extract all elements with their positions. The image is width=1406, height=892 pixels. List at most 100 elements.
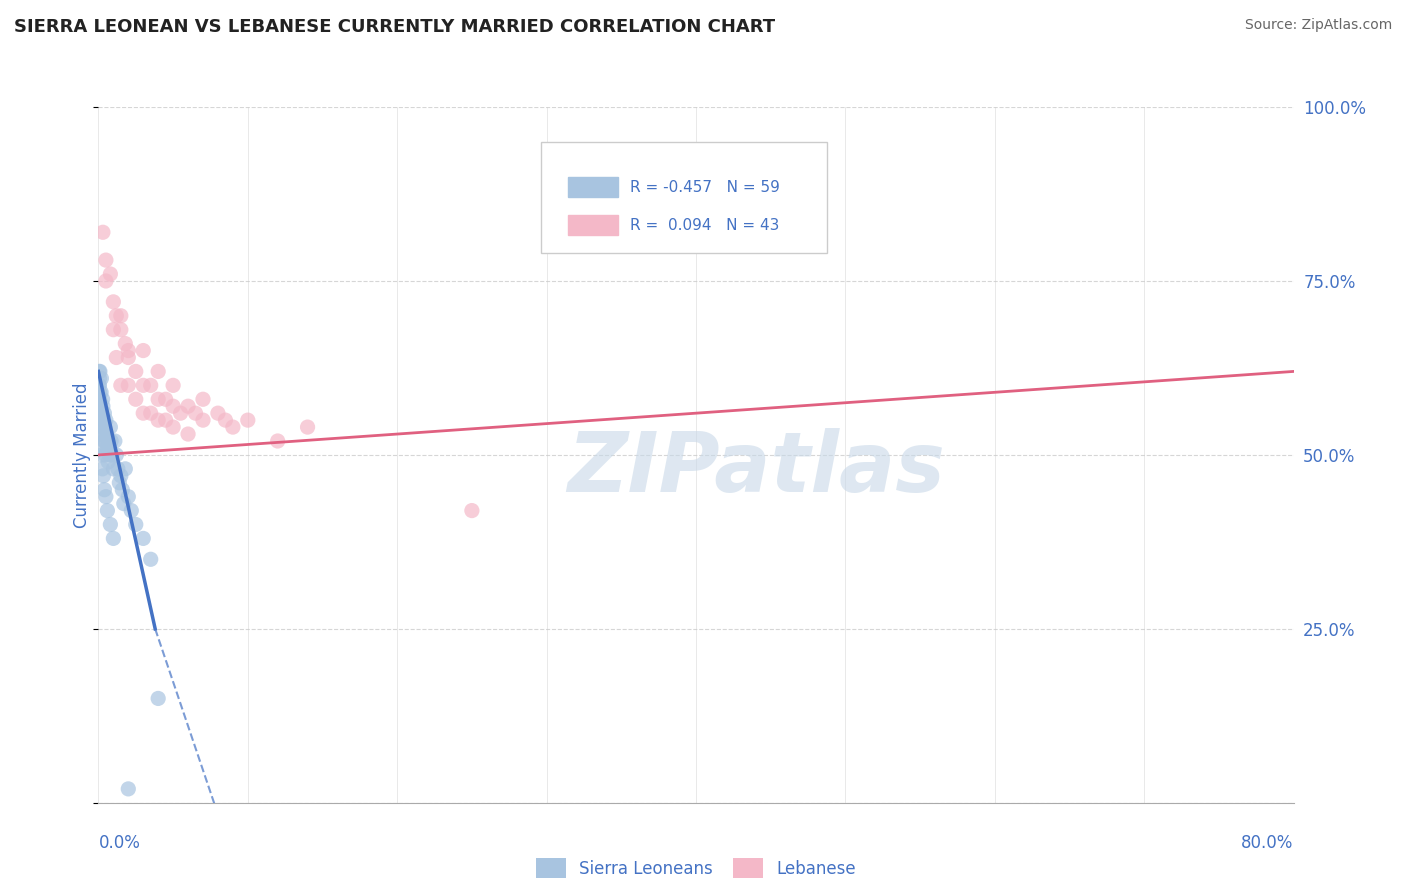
Point: [90, 448, 112, 462]
Point: [112, 497, 135, 511]
Point: [104, 434, 127, 448]
Point: [169, 406, 191, 420]
Point: [97, 455, 120, 469]
FancyBboxPatch shape: [540, 142, 827, 253]
Point: [214, 413, 236, 427]
Point: [91, 225, 114, 239]
Point: [103, 294, 125, 309]
Point: [148, 691, 170, 706]
Point: [93, 427, 115, 442]
Point: [90, 441, 112, 455]
Point: [139, 406, 162, 420]
Point: [132, 532, 155, 546]
Text: R =  0.094   N = 43: R = 0.094 N = 43: [630, 218, 779, 233]
Point: [105, 309, 128, 323]
Point: [117, 351, 139, 365]
Point: [184, 406, 207, 420]
Point: [117, 781, 139, 796]
FancyBboxPatch shape: [568, 177, 617, 197]
Text: 80.0%: 80.0%: [1241, 834, 1294, 852]
Point: [125, 392, 148, 407]
Point: [148, 413, 170, 427]
Point: [91, 420, 114, 434]
Point: [177, 399, 200, 413]
Point: [91, 392, 114, 407]
Point: [103, 462, 125, 476]
Point: [148, 364, 170, 378]
Point: [90, 371, 112, 385]
Point: [461, 503, 484, 517]
Point: [89, 392, 111, 407]
Point: [132, 406, 155, 420]
Point: [162, 378, 184, 392]
Point: [110, 468, 132, 483]
Point: [89, 385, 111, 400]
Point: [100, 420, 122, 434]
Point: [101, 448, 124, 462]
Y-axis label: Currently Married: Currently Married: [73, 382, 91, 528]
Point: [103, 532, 125, 546]
Point: [103, 323, 125, 337]
Point: [89, 399, 111, 413]
Point: [110, 309, 132, 323]
Point: [155, 413, 177, 427]
Point: [125, 364, 148, 378]
Point: [148, 392, 170, 407]
Point: [93, 483, 115, 497]
Point: [89, 399, 111, 413]
Point: [96, 503, 118, 517]
Point: [94, 490, 117, 504]
Point: [98, 448, 121, 462]
Point: [191, 413, 214, 427]
Point: [90, 406, 112, 420]
Legend: Sierra Leoneans, Lebanese: Sierra Leoneans, Lebanese: [529, 851, 863, 885]
Point: [93, 406, 115, 420]
Point: [207, 406, 229, 420]
Point: [139, 378, 162, 392]
Text: SIERRA LEONEAN VS LEBANESE CURRENTLY MARRIED CORRELATION CHART: SIERRA LEONEAN VS LEBANESE CURRENTLY MAR…: [14, 18, 775, 36]
Point: [110, 378, 132, 392]
Point: [297, 420, 319, 434]
Point: [100, 267, 122, 281]
Point: [191, 392, 214, 407]
Text: ZIPatlas: ZIPatlas: [567, 428, 945, 509]
Point: [96, 441, 118, 455]
Point: [90, 385, 112, 400]
Point: [94, 253, 117, 268]
Text: Source: ZipAtlas.com: Source: ZipAtlas.com: [1244, 18, 1392, 32]
Point: [114, 462, 136, 476]
Point: [132, 378, 155, 392]
FancyBboxPatch shape: [568, 215, 617, 235]
Point: [91, 413, 114, 427]
Point: [177, 427, 200, 442]
Point: [100, 434, 122, 448]
Point: [108, 475, 131, 490]
Point: [117, 378, 139, 392]
Point: [94, 413, 117, 427]
Point: [96, 427, 118, 442]
Point: [117, 490, 139, 504]
Point: [155, 392, 177, 407]
Point: [111, 483, 134, 497]
Point: [132, 343, 155, 358]
Point: [94, 434, 117, 448]
Point: [90, 413, 112, 427]
Point: [117, 343, 139, 358]
Point: [236, 413, 259, 427]
Point: [89, 413, 111, 427]
Point: [125, 517, 148, 532]
Point: [267, 434, 290, 448]
Point: [89, 378, 111, 392]
Point: [100, 517, 122, 532]
Text: 0.0%: 0.0%: [98, 834, 141, 852]
Point: [110, 323, 132, 337]
Point: [114, 336, 136, 351]
Point: [97, 434, 120, 448]
Point: [89, 364, 111, 378]
Point: [105, 351, 128, 365]
Point: [162, 399, 184, 413]
Point: [94, 274, 117, 288]
Point: [107, 462, 129, 476]
Point: [162, 420, 184, 434]
Point: [89, 371, 111, 385]
